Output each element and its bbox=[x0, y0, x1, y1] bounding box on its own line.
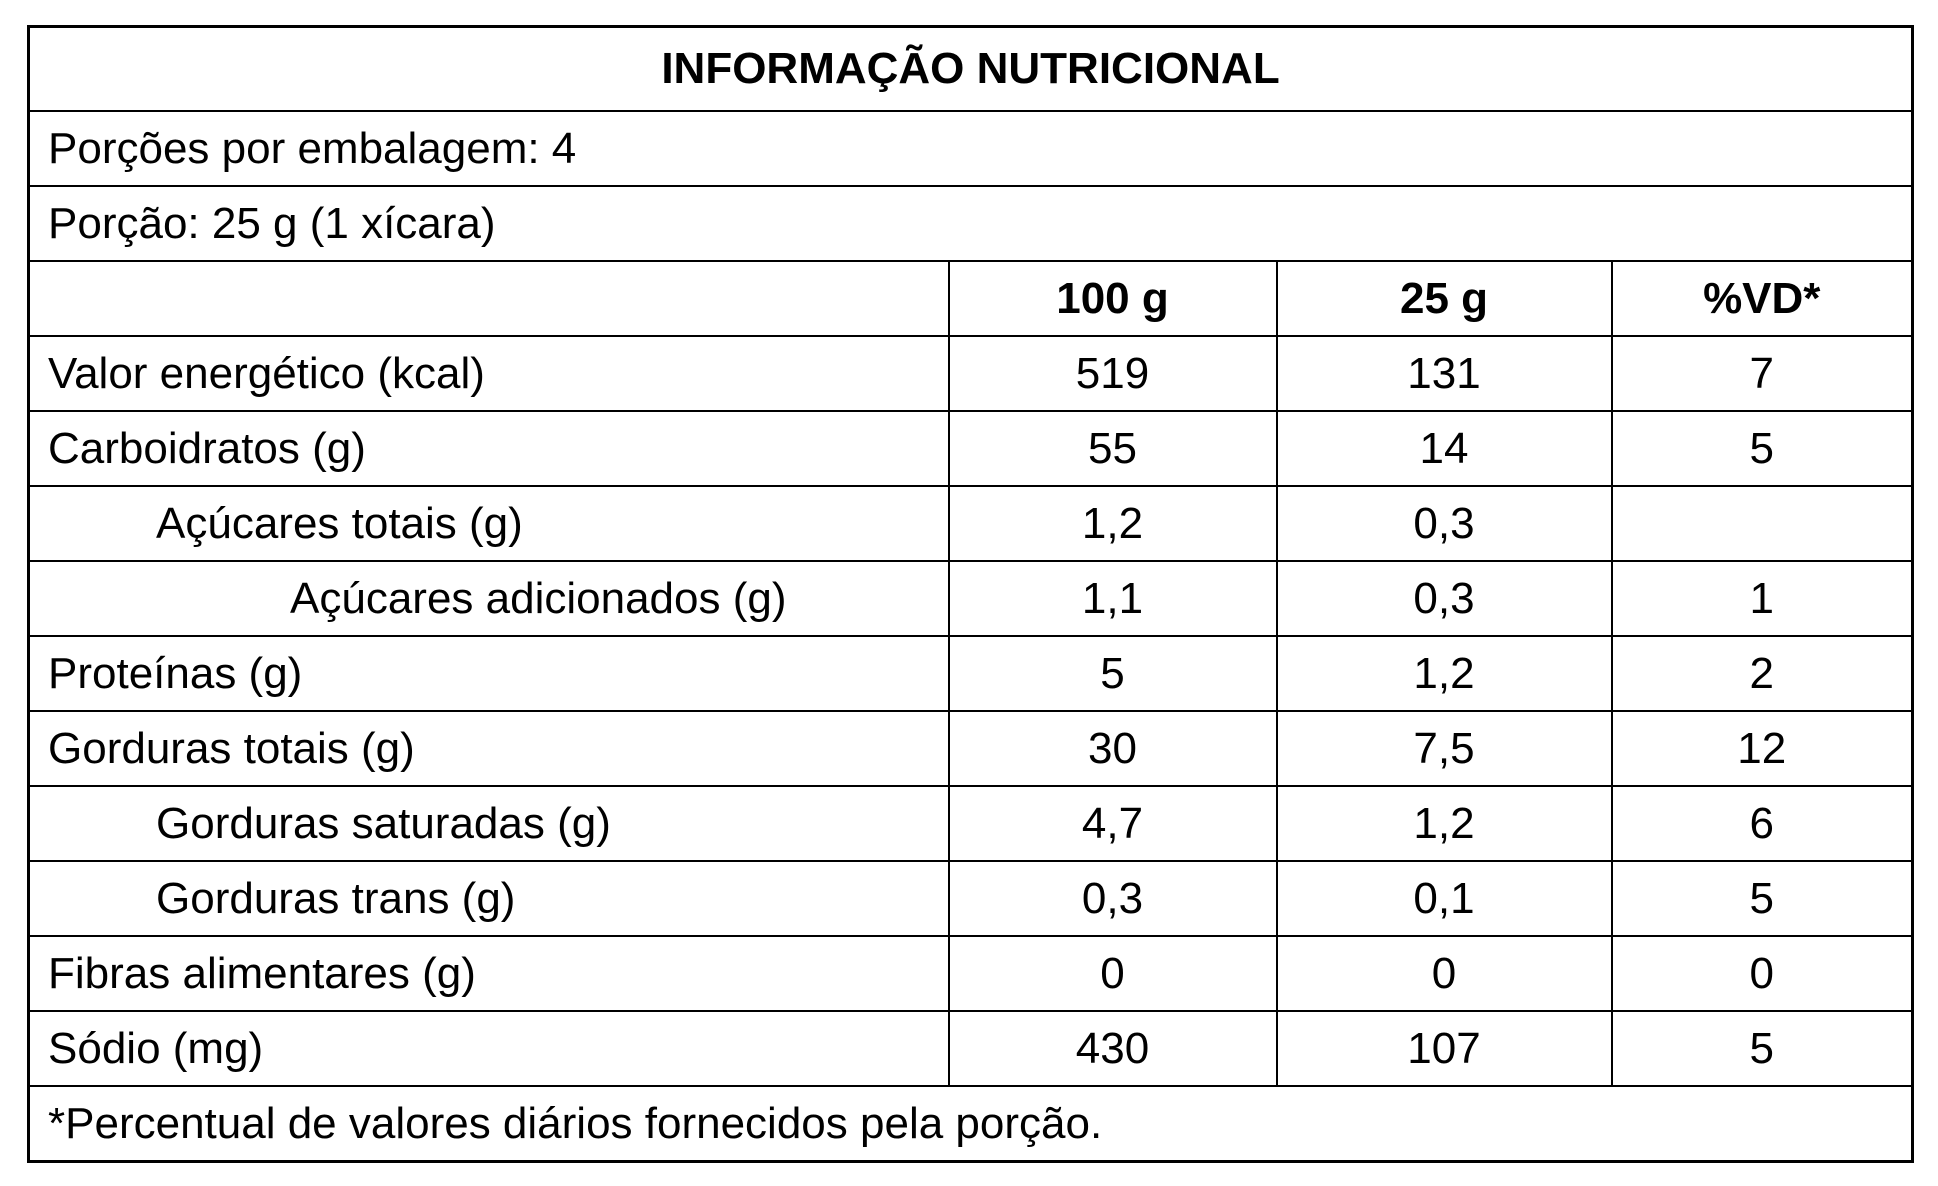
nutrient-value: 0 bbox=[947, 935, 1278, 1012]
footnote: *Percentual de valores diários fornecido… bbox=[27, 1085, 1914, 1163]
nutrient-label: Gorduras saturadas (g) bbox=[27, 785, 950, 862]
empty-cell bbox=[1610, 485, 1914, 562]
column-header: 100 g bbox=[947, 260, 1278, 337]
nutrient-value: 5 bbox=[1610, 410, 1914, 487]
nutrient-value: 0,1 bbox=[1275, 860, 1613, 937]
nutrient-value: 7,5 bbox=[1275, 710, 1613, 787]
nutrient-value: 30 bbox=[947, 710, 1278, 787]
nutrient-row: Gorduras totais (g) 30 7,5 12 bbox=[27, 710, 1914, 787]
nutrition-table: INFORMAÇÃO NUTRICIONAL Porções por embal… bbox=[27, 25, 1915, 1163]
nutrient-value: 5 bbox=[1610, 860, 1914, 937]
nutrition-table-wrap: INFORMAÇÃO NUTRICIONAL Porções por embal… bbox=[27, 25, 1915, 1163]
nutrient-row: Fibras alimentares (g) 0 0 0 bbox=[27, 935, 1914, 1012]
nutrient-value: 7 bbox=[1610, 335, 1914, 412]
nutrient-value: 55 bbox=[947, 410, 1278, 487]
nutrient-row: Açúcares totais (g) 1,2 0,3 bbox=[27, 485, 1914, 562]
nutrient-value: 4,7 bbox=[947, 785, 1278, 862]
nutrient-row: Sódio (mg) 430 107 5 bbox=[27, 1010, 1914, 1087]
nutrient-value: 519 bbox=[947, 335, 1278, 412]
header-empty bbox=[27, 260, 950, 337]
column-header: 25 g bbox=[1275, 260, 1613, 337]
nutrient-label: Gorduras trans (g) bbox=[27, 860, 950, 937]
table-title: INFORMAÇÃO NUTRICIONAL bbox=[27, 25, 1914, 112]
table-body: INFORMAÇÃO NUTRICIONAL Porções por embal… bbox=[27, 25, 1914, 1163]
nutrient-value: 1,2 bbox=[947, 485, 1278, 562]
nutrient-value: 5 bbox=[1610, 1010, 1914, 1087]
servings-per-package: Porções por embalagem: 4 bbox=[27, 110, 1914, 187]
nutrient-value: 1 bbox=[1610, 560, 1914, 637]
nutrient-value: 0,3 bbox=[1275, 485, 1613, 562]
nutrient-value: 1,1 bbox=[947, 560, 1278, 637]
nutrient-value: 0 bbox=[1610, 935, 1914, 1012]
nutrient-value: 107 bbox=[1275, 1010, 1613, 1087]
servings-row: Porções por embalagem: 4 bbox=[27, 110, 1914, 187]
nutrient-value: 1,2 bbox=[1275, 635, 1613, 712]
title-row: INFORMAÇÃO NUTRICIONAL bbox=[27, 25, 1914, 112]
nutrient-row: Proteínas (g) 5 1,2 2 bbox=[27, 635, 1914, 712]
nutrient-value: 131 bbox=[1275, 335, 1613, 412]
nutrient-label: Carboidratos (g) bbox=[27, 410, 950, 487]
nutrient-label: Açúcares adicionados (g) bbox=[27, 560, 950, 637]
nutrient-label: Gorduras totais (g) bbox=[27, 710, 950, 787]
nutrient-value: 12 bbox=[1610, 710, 1914, 787]
column-header: %VD* bbox=[1610, 260, 1914, 337]
nutrient-label: Fibras alimentares (g) bbox=[27, 935, 950, 1012]
nutrient-row: Gorduras trans (g) 0,3 0,1 5 bbox=[27, 860, 1914, 937]
header-row: 100 g 25 g %VD* bbox=[27, 260, 1914, 337]
nutrient-label: Açúcares totais (g) bbox=[27, 485, 950, 562]
serving-row: Porção: 25 g (1 xícara) bbox=[27, 185, 1914, 262]
nutrient-value: 2 bbox=[1610, 635, 1914, 712]
nutrient-value: 0 bbox=[1275, 935, 1613, 1012]
nutrient-label: Sódio (mg) bbox=[27, 1010, 950, 1087]
nutrient-value: 0,3 bbox=[947, 860, 1278, 937]
nutrient-row: Açúcares adicionados (g) 1,1 0,3 1 bbox=[27, 560, 1914, 637]
nutrient-value: 0,3 bbox=[1275, 560, 1613, 637]
nutrient-value: 14 bbox=[1275, 410, 1613, 487]
nutrient-value: 1,2 bbox=[1275, 785, 1613, 862]
nutrient-row: Valor energético (kcal) 519 131 7 bbox=[27, 335, 1914, 412]
nutrient-label: Proteínas (g) bbox=[27, 635, 950, 712]
nutrient-value: 5 bbox=[947, 635, 1278, 712]
nutrient-label: Valor energético (kcal) bbox=[27, 335, 950, 412]
nutrient-row: Carboidratos (g) 55 14 5 bbox=[27, 410, 1914, 487]
nutrient-row: Gorduras saturadas (g) 4,7 1,2 6 bbox=[27, 785, 1914, 862]
nutrient-value: 6 bbox=[1610, 785, 1914, 862]
serving-size: Porção: 25 g (1 xícara) bbox=[27, 185, 1914, 262]
footnote-row: *Percentual de valores diários fornecido… bbox=[27, 1085, 1914, 1163]
nutrient-value: 430 bbox=[947, 1010, 1278, 1087]
